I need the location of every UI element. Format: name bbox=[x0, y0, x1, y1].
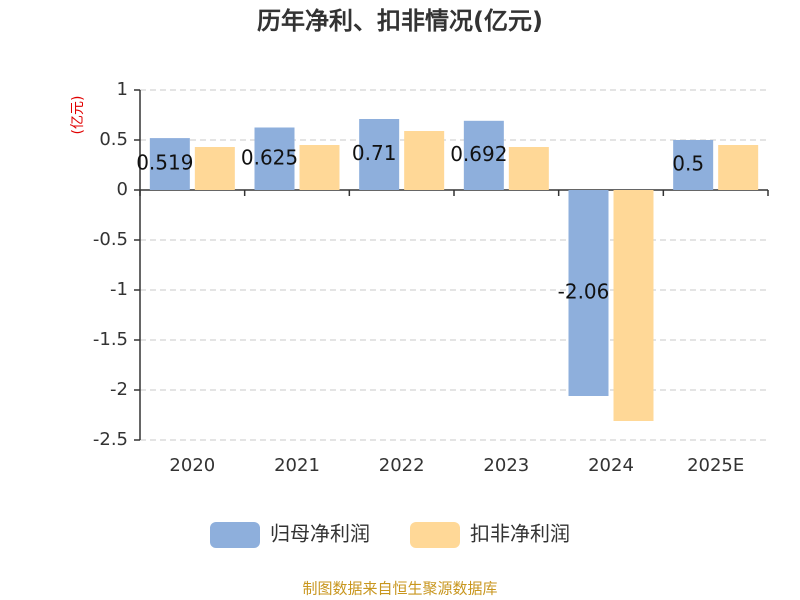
data-label: 0.692 bbox=[450, 142, 507, 166]
source-note: 制图数据来自恒生聚源数据库 bbox=[302, 580, 497, 598]
data-label: -2.06 bbox=[558, 280, 610, 304]
legend-label: 扣非净利润 bbox=[470, 522, 570, 546]
x-tick-label: 2022 bbox=[379, 455, 425, 476]
bar bbox=[463, 120, 504, 190]
y-tick-label: -1 bbox=[110, 279, 128, 300]
bar bbox=[404, 131, 445, 190]
bar bbox=[673, 140, 714, 190]
bar bbox=[254, 127, 295, 190]
data-label: 0.71 bbox=[352, 141, 397, 165]
data-label: 0.519 bbox=[136, 151, 193, 175]
y-axis-label: (亿元) bbox=[70, 96, 86, 135]
x-tick-label: 2020 bbox=[169, 455, 215, 476]
y-tick-label: -0.5 bbox=[93, 229, 128, 250]
legend-label: 归母净利润 bbox=[270, 522, 370, 546]
y-tick-label: 0.5 bbox=[99, 129, 128, 150]
x-tick-label: 2021 bbox=[274, 455, 320, 476]
data-label: 0.625 bbox=[241, 145, 298, 169]
bar bbox=[149, 138, 190, 190]
bar bbox=[299, 145, 340, 190]
data-label: 0.5 bbox=[672, 152, 704, 176]
legend-swatch bbox=[210, 522, 260, 548]
y-tick-label: -1.5 bbox=[93, 329, 128, 350]
bar bbox=[718, 145, 759, 190]
x-tick-label: 2024 bbox=[588, 455, 634, 476]
y-tick-label: 0 bbox=[117, 179, 128, 200]
legend-swatch bbox=[410, 522, 460, 548]
y-tick-label: -2 bbox=[110, 379, 128, 400]
chart-title: 历年净利、扣非情况(亿元) bbox=[257, 7, 543, 35]
bar bbox=[568, 190, 609, 396]
x-tick-label: 2025E bbox=[687, 455, 744, 476]
x-tick-label: 2023 bbox=[483, 455, 529, 476]
bar bbox=[613, 190, 654, 421]
y-tick-label: -2.5 bbox=[93, 429, 128, 450]
bar bbox=[194, 147, 235, 190]
bar bbox=[508, 147, 549, 190]
y-tick-label: 1 bbox=[117, 79, 128, 100]
bar bbox=[359, 119, 400, 190]
